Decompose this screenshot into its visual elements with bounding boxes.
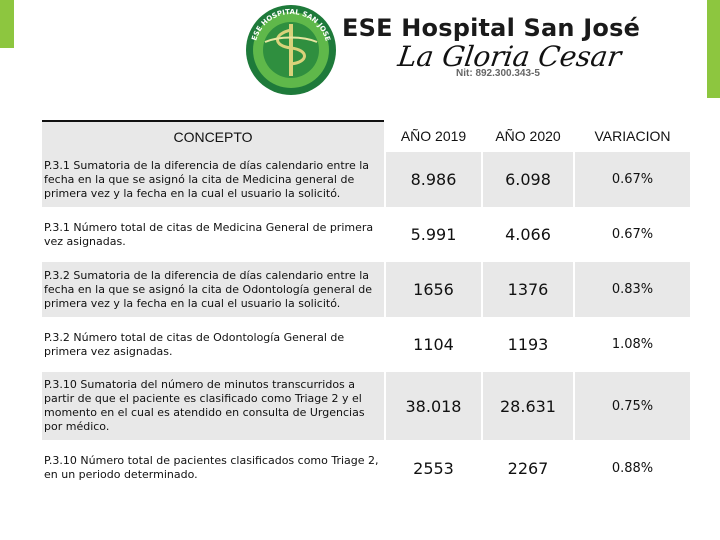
variation-cell: 0.75% [575,372,690,440]
value-2020-cell: 1193 [483,317,573,372]
value-2020-cell: 1376 [483,262,573,317]
table-row: P.3.2 Número total de citas de Odontolog… [42,317,690,372]
accent-bar-right [707,0,720,98]
concept-cell: P.3.2 Sumatoria de la diferencia de días… [42,262,384,317]
accent-bar-left [0,0,14,48]
table-row: P.3.10 Sumatoria del número de minutos t… [42,372,690,440]
variation-cell: 0.83% [575,262,690,317]
value-2020-cell: 2267 [483,440,573,496]
value-2019-cell: 8.986 [386,152,481,207]
concept-cell: P.3.10 Número total de pacientes clasifi… [42,440,384,496]
variation-cell: 1.08% [575,317,690,372]
variation-cell: 0.88% [575,440,690,496]
value-2019-cell: 1104 [386,317,481,372]
variation-cell: 0.67% [575,152,690,207]
table-row: P.3.1 Sumatoria de la diferencia de días… [42,152,690,207]
concept-cell: P.3.1 Número total de citas de Medicina … [42,207,384,262]
brand-title: ESE Hospital San José [342,14,641,42]
nit-label: Nit: 892.300.343-5 [456,68,540,79]
header-concept: CONCEPTO [42,120,384,152]
value-2019-cell: 5.991 [386,207,481,262]
value-2019-cell: 1656 [386,262,481,317]
value-2020-cell: 28.631 [483,372,573,440]
value-2019-cell: 2553 [386,440,481,496]
table-row: P.3.1 Número total de citas de Medicina … [42,207,690,262]
hospital-seal-logo: ESE HOSPITAL SAN JOSE [246,5,336,95]
table-row: P.3.2 Sumatoria de la diferencia de días… [42,262,690,317]
indicators-table: CONCEPTO AÑO 2019 AÑO 2020 VARIACION P.3… [40,120,692,496]
table-header-row: CONCEPTO AÑO 2019 AÑO 2020 VARIACION [42,120,690,152]
value-2020-cell: 6.098 [483,152,573,207]
concept-cell: P.3.10 Sumatoria del número de minutos t… [42,372,384,440]
table-row: P.3.10 Número total de pacientes clasifi… [42,440,690,496]
concept-cell: P.3.2 Número total de citas de Odontolog… [42,317,384,372]
variation-cell: 0.67% [575,207,690,262]
value-2019-cell: 38.018 [386,372,481,440]
concept-cell: P.3.1 Sumatoria de la diferencia de días… [42,152,384,207]
indicators-table-wrapper: CONCEPTO AÑO 2019 AÑO 2020 VARIACION P.3… [40,120,690,496]
header-year-2020: AÑO 2020 [483,120,573,152]
header-variation: VARIACION [575,120,690,152]
header-year-2019: AÑO 2019 [386,120,481,152]
value-2020-cell: 4.066 [483,207,573,262]
